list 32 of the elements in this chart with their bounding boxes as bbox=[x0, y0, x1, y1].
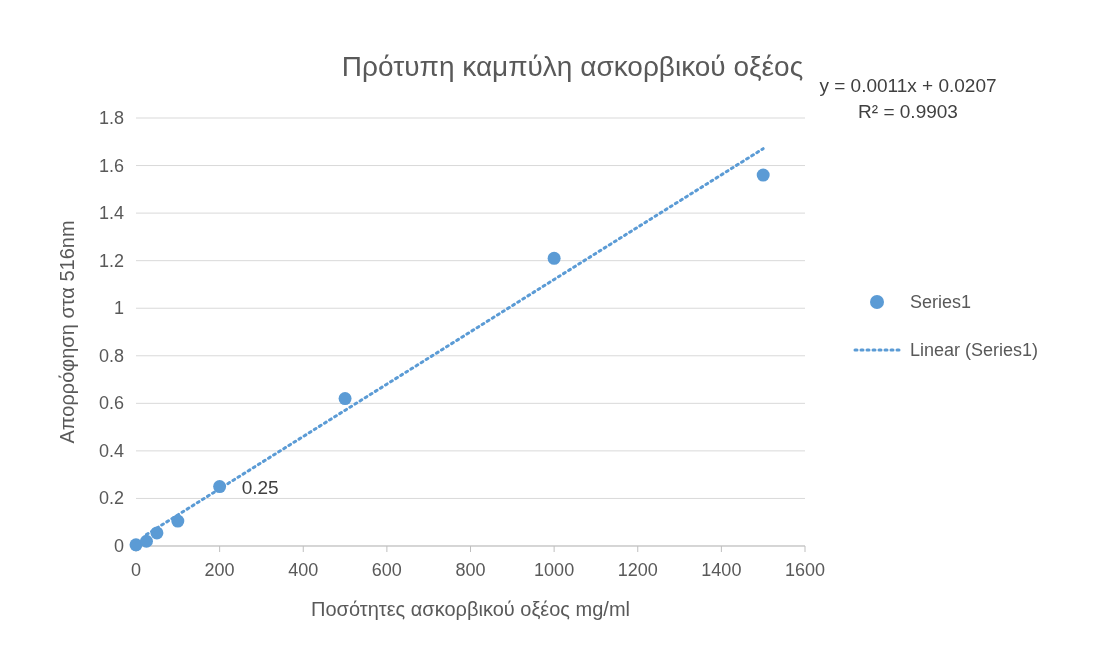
y-axis-title: Απορρόφηση στα 516nm bbox=[56, 220, 78, 444]
point bbox=[756, 168, 770, 182]
y-tick-label: 0 bbox=[113, 536, 124, 556]
x-tick-label: 400 bbox=[288, 560, 319, 580]
point bbox=[338, 392, 352, 406]
x-axis-title: Ποσότητες ασκορβικού οξέος mg/ml bbox=[310, 598, 631, 620]
x-tick-label: 1400 bbox=[701, 560, 742, 580]
y-tick-label: 0.2 bbox=[98, 488, 124, 509]
x-tick-label: 1600 bbox=[784, 560, 826, 580]
x-tick-label: 800 bbox=[455, 560, 486, 580]
y-tick-label: 0.4 bbox=[98, 440, 124, 461]
x-tick-label: 200 bbox=[204, 560, 235, 580]
legend-label: Series1 bbox=[910, 292, 972, 312]
legend-label: Linear (Series1) bbox=[910, 340, 1039, 360]
point bbox=[139, 534, 153, 548]
y-tick-label: 1.8 bbox=[98, 108, 124, 128]
y-tick-label: 1 bbox=[113, 298, 124, 319]
y-tick-label: 0.6 bbox=[98, 393, 124, 414]
point bbox=[547, 251, 561, 265]
text: y = 0.0011x + 0.0207 bbox=[819, 75, 997, 96]
chart-title: Πρότυπη καμπύλη ασκορβικού οξέος bbox=[341, 51, 804, 82]
text: R² = 0.9903 bbox=[858, 101, 958, 122]
y-tick-label: 1.6 bbox=[98, 155, 124, 176]
y-tick-label: 1.4 bbox=[98, 203, 124, 224]
x-tick-label: 0 bbox=[130, 560, 142, 580]
data-label: 0.25 bbox=[241, 476, 279, 498]
x-tick-label: 1000 bbox=[534, 560, 575, 580]
x-tick-label: 600 bbox=[371, 560, 402, 580]
y-tick-label: 1.2 bbox=[98, 250, 124, 271]
y-tick-label: 0.8 bbox=[98, 345, 124, 366]
point bbox=[129, 538, 143, 552]
x-tick-label: 1200 bbox=[617, 560, 658, 580]
